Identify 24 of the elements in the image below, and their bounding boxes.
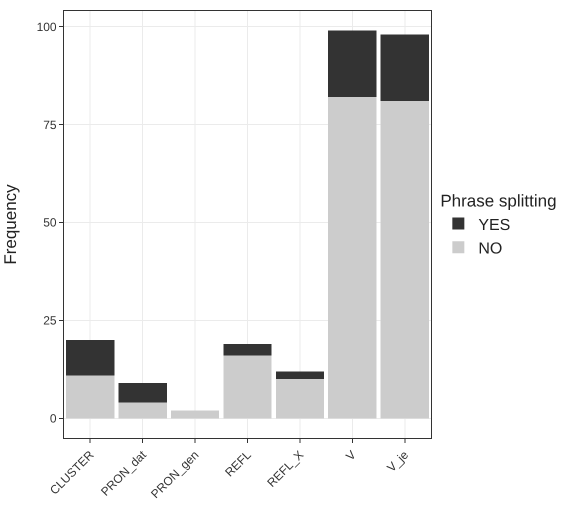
bar [223,356,272,418]
bar [223,344,272,356]
bar [66,340,114,376]
bar [170,410,220,418]
bar [276,379,324,418]
legend-title: Phrase splitting [440,192,557,211]
bar [380,101,429,418]
bar [66,375,114,418]
legend-label: YES [478,216,510,234]
y-tick-label: 50 [43,216,57,230]
x-tick-label: V [343,448,359,464]
y-tick-label: 0 [50,412,57,426]
bar [380,34,429,102]
bar [276,371,324,380]
bar [118,402,167,418]
bar [118,383,167,403]
x-tick-label: V_je [384,448,412,475]
y-tick-label: 100 [36,20,57,34]
legend-label: NO [478,240,502,258]
y-tick-label: 75 [43,118,57,132]
bar [328,97,376,418]
bar [328,30,376,98]
y-axis-title: Frequency [1,184,20,265]
y-tick-label: 25 [43,314,57,328]
